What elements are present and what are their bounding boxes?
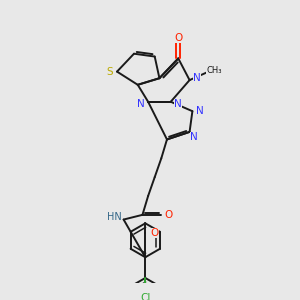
Text: CH₃: CH₃ — [206, 66, 222, 75]
Text: S: S — [106, 67, 113, 76]
Text: O: O — [151, 228, 159, 238]
Text: N: N — [174, 99, 182, 109]
Text: O: O — [165, 210, 173, 220]
Text: N: N — [193, 73, 201, 83]
Text: Cl: Cl — [140, 293, 151, 300]
Text: N: N — [190, 132, 198, 142]
Text: N: N — [137, 99, 145, 109]
Text: HN: HN — [107, 212, 122, 222]
Text: O: O — [174, 33, 182, 43]
Text: N: N — [196, 106, 204, 116]
